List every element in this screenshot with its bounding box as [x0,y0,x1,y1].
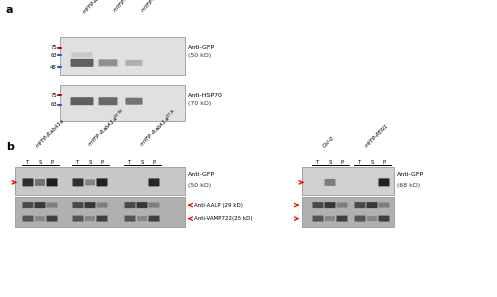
Text: Anti-HSP70: Anti-HSP70 [188,93,223,98]
FancyBboxPatch shape [71,59,93,67]
FancyBboxPatch shape [137,216,147,221]
Text: S: S [88,160,91,165]
Text: T: T [317,160,320,165]
Text: P: P [100,160,103,165]
FancyBboxPatch shape [336,203,347,208]
Text: 63: 63 [50,102,57,107]
FancyBboxPatch shape [47,178,58,187]
Text: 48: 48 [50,65,57,70]
Text: 75: 75 [50,45,57,50]
FancyBboxPatch shape [126,98,143,105]
Text: Anti-GFP: Anti-GFP [188,45,215,50]
FancyBboxPatch shape [379,178,390,187]
Text: mYFP-RabA1a$^{S27N}$: mYFP-RabA1a$^{S27N}$ [110,0,153,15]
FancyBboxPatch shape [85,179,95,185]
FancyBboxPatch shape [35,179,45,186]
FancyBboxPatch shape [85,216,95,221]
FancyBboxPatch shape [98,59,117,66]
FancyBboxPatch shape [354,202,365,208]
Text: mYFP-RabA1a: mYFP-RabA1a [35,118,66,149]
FancyBboxPatch shape [96,203,107,208]
FancyBboxPatch shape [149,216,160,222]
FancyBboxPatch shape [137,202,148,208]
FancyBboxPatch shape [84,202,95,208]
FancyBboxPatch shape [336,216,347,222]
FancyBboxPatch shape [22,178,33,187]
Text: mYFP-PEN1: mYFP-PEN1 [364,123,390,149]
FancyBboxPatch shape [325,179,335,186]
Text: (50 kD): (50 kD) [188,183,211,188]
Text: P: P [382,160,386,165]
FancyBboxPatch shape [15,167,185,195]
FancyBboxPatch shape [354,216,365,222]
Text: 75: 75 [50,93,57,98]
FancyBboxPatch shape [302,197,394,227]
Text: (68 kD): (68 kD) [397,183,420,188]
FancyBboxPatch shape [22,216,33,222]
Text: Col-0: Col-0 [322,135,335,149]
FancyBboxPatch shape [379,203,390,208]
Text: T: T [26,160,30,165]
FancyBboxPatch shape [325,216,335,221]
FancyBboxPatch shape [60,85,185,121]
FancyBboxPatch shape [313,216,324,222]
FancyBboxPatch shape [47,203,58,208]
FancyBboxPatch shape [302,167,394,195]
FancyBboxPatch shape [149,178,160,187]
Text: (50 kD): (50 kD) [188,53,211,59]
FancyBboxPatch shape [15,197,185,227]
FancyBboxPatch shape [313,202,324,208]
FancyBboxPatch shape [125,202,136,208]
FancyBboxPatch shape [72,52,92,57]
FancyBboxPatch shape [73,202,83,208]
Text: mYFP-RabA1a$^{Q72L}$: mYFP-RabA1a$^{Q72L}$ [137,107,179,149]
Text: Anti-VAMP722(25 kD): Anti-VAMP722(25 kD) [194,216,252,221]
Text: T: T [128,160,132,165]
Text: Anti-GFP: Anti-GFP [397,172,424,177]
FancyBboxPatch shape [149,203,160,208]
Text: b: b [6,142,14,152]
FancyBboxPatch shape [366,202,378,208]
Text: P: P [50,160,54,165]
FancyBboxPatch shape [71,97,93,105]
Text: S: S [370,160,374,165]
Text: S: S [38,160,42,165]
Text: 63: 63 [50,53,57,58]
Text: mYFP-RabA1a: mYFP-RabA1a [82,0,113,15]
FancyBboxPatch shape [73,178,83,187]
Text: Anti-AALP (29 kD): Anti-AALP (29 kD) [194,203,243,208]
FancyBboxPatch shape [34,202,46,208]
FancyBboxPatch shape [96,216,107,222]
FancyBboxPatch shape [125,216,136,222]
FancyBboxPatch shape [73,216,83,222]
Text: mYFP-RabA1a$^{Q72L}$: mYFP-RabA1a$^{Q72L}$ [138,0,180,15]
Text: mYFP-RabA1a$^{S27N}$: mYFP-RabA1a$^{S27N}$ [85,107,127,149]
Text: P: P [153,160,156,165]
FancyBboxPatch shape [22,202,33,208]
FancyBboxPatch shape [96,178,107,187]
Text: P: P [340,160,343,165]
Text: (70 kD): (70 kD) [188,100,211,105]
FancyBboxPatch shape [47,216,58,222]
FancyBboxPatch shape [60,37,185,75]
Text: Anti-GFP: Anti-GFP [188,172,215,177]
Text: T: T [358,160,362,165]
FancyBboxPatch shape [35,216,45,221]
FancyBboxPatch shape [98,97,117,105]
Text: a: a [6,5,13,15]
FancyBboxPatch shape [367,216,377,221]
Text: S: S [140,160,144,165]
Text: S: S [329,160,331,165]
FancyBboxPatch shape [126,60,143,66]
Text: T: T [77,160,80,165]
FancyBboxPatch shape [379,216,390,222]
FancyBboxPatch shape [325,202,335,208]
